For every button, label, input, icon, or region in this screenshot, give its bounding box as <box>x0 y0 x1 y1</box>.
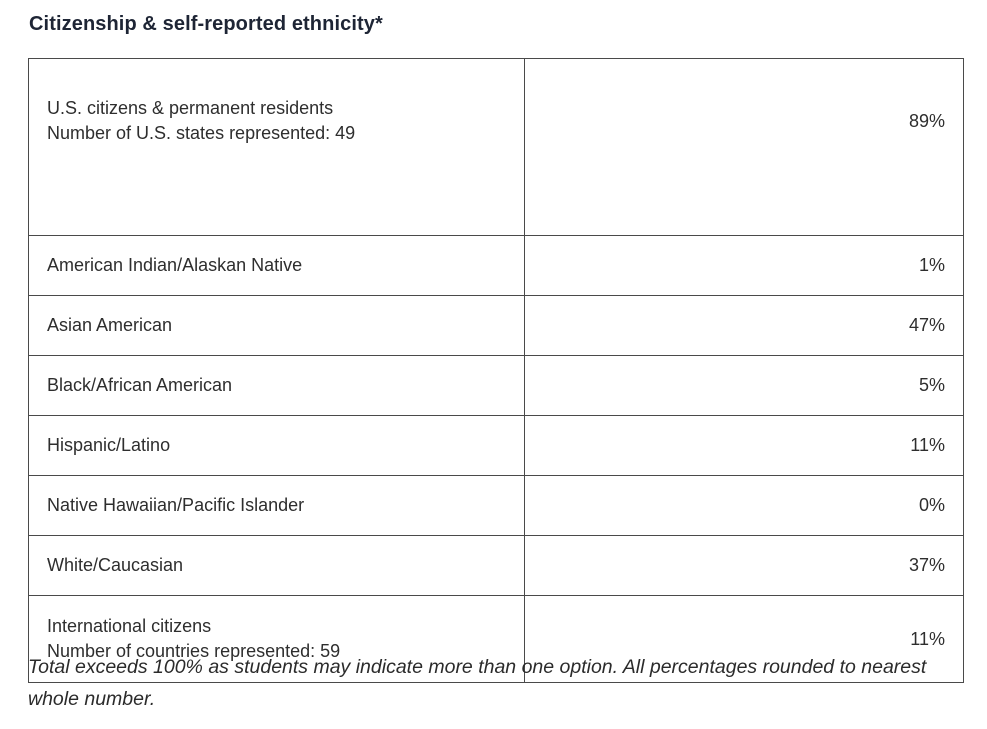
row-percent: 11% <box>524 415 964 476</box>
us-citizens-label: U.S. citizens & permanent residents <box>47 98 334 118</box>
table-row: White/Caucasian 37% <box>28 535 964 596</box>
row-label: Asian American <box>28 295 525 356</box>
ethnicity-table: U.S. citizens & permanent residents Numb… <box>28 58 964 683</box>
countries-count: Number of countries represented: 59 <box>47 641 341 661</box>
row-label: U.S. citizens & permanent residents Numb… <box>28 58 525 236</box>
table-row: Hispanic/Latino 11% <box>28 415 964 476</box>
table-row: Black/African American 5% <box>28 355 964 416</box>
row-label: Black/African American <box>28 355 525 416</box>
section-heading: Citizenship & self-reported ethnicity* <box>29 13 383 35</box>
footnote: Total exceeds 100% as students may indic… <box>28 656 927 710</box>
row-label: International citizens Number of countri… <box>28 595 525 683</box>
row-label: American Indian/Alaskan Native <box>28 235 525 296</box>
table-row: Asian American 47% <box>28 295 964 356</box>
row-label: Native Hawaiian/Pacific Islander <box>28 475 525 536</box>
row-percent: 0% <box>524 475 964 536</box>
row-percent: 1% <box>524 235 964 296</box>
us-citizens-percent: 89% <box>524 58 964 236</box>
international-label: International citizens <box>47 616 212 636</box>
table-row: Native Hawaiian/Pacific Islander 0% <box>28 475 964 536</box>
us-states-count: Number of U.S. states represented: 49 <box>47 123 356 143</box>
row-label: Hispanic/Latino <box>28 415 525 476</box>
international-percent: 11% <box>524 595 964 683</box>
table-row: American Indian/Alaskan Native 1% <box>28 235 964 296</box>
row-percent: 5% <box>524 355 964 416</box>
row-percent: 47% <box>524 295 964 356</box>
row-label: White/Caucasian <box>28 535 525 596</box>
table-row-international: International citizens Number of countri… <box>28 595 964 683</box>
table-row-us-citizens: U.S. citizens & permanent residents Numb… <box>28 58 964 236</box>
row-percent: 37% <box>524 535 964 596</box>
